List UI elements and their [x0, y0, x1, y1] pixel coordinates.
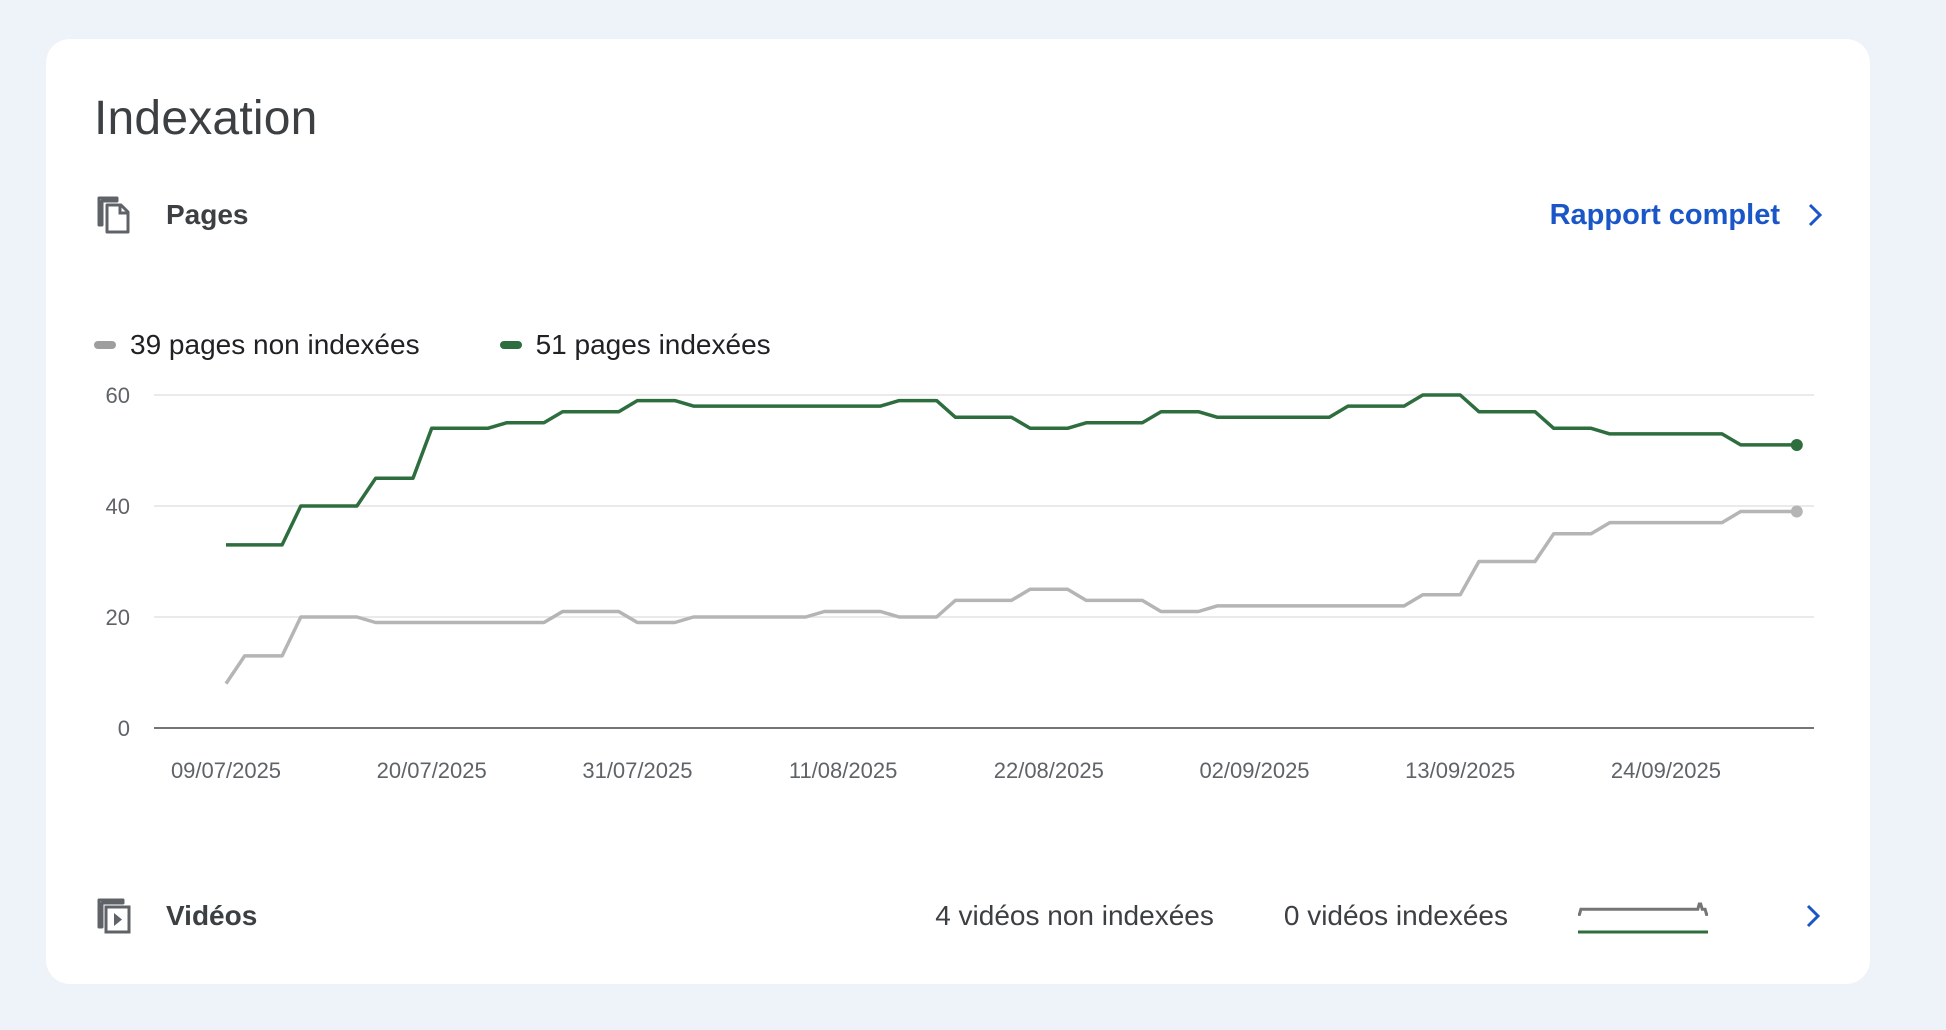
- copy-pages-icon: [94, 195, 134, 235]
- indexation-line-chart: 0 20 40 60 09/07/2025 20/07/2025 31/07/2025 11/…: [106, 383, 1814, 783]
- legend-swatch-not-indexed: [94, 341, 116, 349]
- chevron-right-icon: [1808, 203, 1823, 227]
- videos-section-row: Vidéos 4 vidéos non indexées 0 vidéos in…: [94, 892, 1830, 940]
- x-tick-label: 13/09/2025: [1405, 758, 1515, 783]
- y-tick-label: 60: [106, 383, 130, 408]
- legend-indexed-label: 51 pages indexées: [535, 329, 771, 360]
- x-tick-label: 24/09/2025: [1611, 758, 1721, 783]
- x-tick-label: 31/07/2025: [582, 758, 692, 783]
- series-endpoint-not-indexed: [1790, 505, 1803, 518]
- y-tick-label: 20: [106, 605, 130, 630]
- full-report-link[interactable]: Rapport complet: [1550, 199, 1830, 232]
- series-line-not-indexed: [224, 509, 1797, 685]
- x-tick-label: 09/07/2025: [171, 758, 281, 783]
- legend-swatch-indexed: [499, 341, 522, 349]
- sparkline-not-indexed: [1578, 902, 1708, 916]
- x-tick-label: 20/07/2025: [377, 758, 487, 783]
- indexation-card: Indexation Pages Rapport complet 39 page…: [46, 39, 1870, 984]
- x-tick-label: 22/08/2025: [994, 758, 1104, 783]
- videos-indexed-stat: 0 vidéos indexées: [1283, 900, 1508, 931]
- y-tick-label: 0: [118, 716, 130, 741]
- pages-label: Pages: [166, 199, 249, 230]
- legend-not-indexed-label: 39 pages non indexées: [130, 329, 420, 360]
- y-tick-label: 40: [106, 494, 130, 519]
- full-report-label: Rapport complet: [1549, 198, 1780, 231]
- pages-section-header: Pages Rapport complet: [94, 191, 1830, 239]
- videos-label: Vidéos: [166, 900, 258, 931]
- videos-sparkline: [1578, 902, 1708, 934]
- series-line-indexed: [226, 393, 1797, 547]
- chart-legend: 39 pages non indexées 51 pages indexées: [94, 329, 851, 361]
- x-tick-label: 11/08/2025: [789, 758, 897, 783]
- video-library-icon: [94, 896, 134, 936]
- videos-not-indexed-stat: 4 vidéos non indexées: [935, 900, 1214, 931]
- card-title: Indexation: [94, 92, 318, 145]
- series-endpoint-indexed: [1790, 438, 1803, 451]
- chevron-right-icon[interactable]: [1798, 901, 1828, 931]
- legend-indexed[interactable]: 51 pages indexées: [499, 329, 771, 361]
- legend-not-indexed[interactable]: 39 pages non indexées: [94, 329, 420, 361]
- x-tick-label: 02/09/2025: [1199, 758, 1309, 783]
